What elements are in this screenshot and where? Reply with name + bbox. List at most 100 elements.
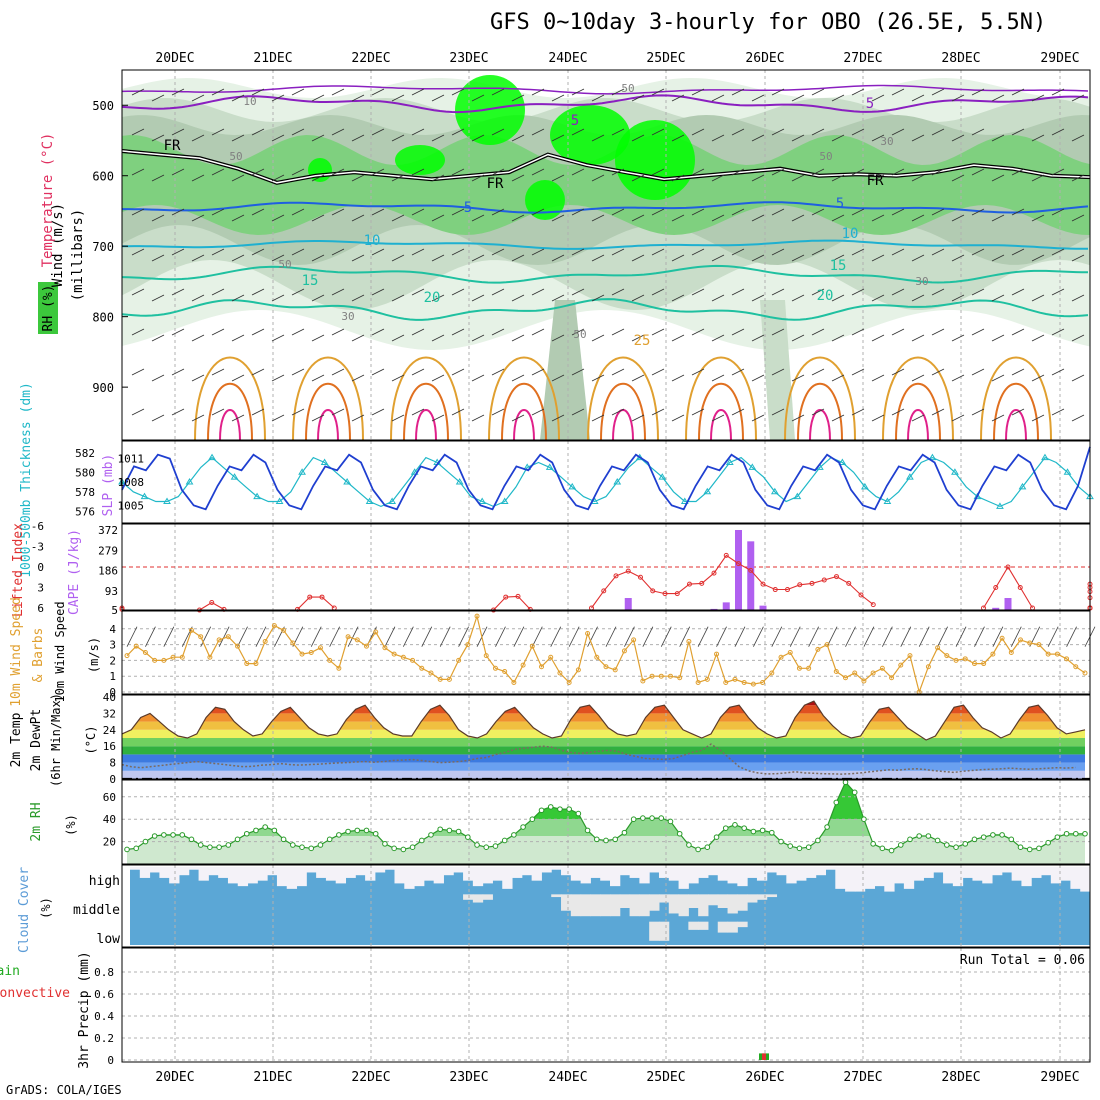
wind-barb bbox=[151, 414, 165, 422]
wind-barb bbox=[491, 368, 505, 376]
wind-barb bbox=[151, 294, 165, 302]
wind-barb bbox=[551, 294, 565, 302]
wind-barb bbox=[911, 334, 925, 342]
cloud-clear-segment bbox=[903, 867, 915, 889]
wind-barb bbox=[1051, 288, 1065, 296]
thickness-marker bbox=[365, 497, 374, 504]
wind-speed-marker bbox=[345, 634, 351, 640]
rh-marker bbox=[455, 828, 462, 835]
contour-label: 15 bbox=[302, 273, 319, 289]
wind-speed-marker bbox=[492, 665, 498, 671]
wind-barb bbox=[1011, 288, 1025, 296]
wind-speed-marker bbox=[437, 676, 443, 682]
rh-marker bbox=[796, 845, 803, 852]
wind-barb bbox=[671, 214, 685, 222]
cloud-clear-segment bbox=[933, 867, 944, 873]
wind-barb bbox=[871, 214, 885, 222]
lifted-index-marker bbox=[993, 585, 999, 590]
rh-marker bbox=[741, 825, 747, 831]
rh-marker bbox=[391, 845, 397, 852]
cloud-clear-segment bbox=[992, 867, 1003, 876]
wind-barb bbox=[391, 174, 405, 182]
rh-marker bbox=[630, 816, 637, 823]
wind-speed-marker bbox=[391, 651, 397, 657]
wind-barb bbox=[711, 414, 725, 422]
rh-marker bbox=[437, 826, 443, 833]
thickness-marker bbox=[455, 478, 464, 485]
wind-speed-marker bbox=[419, 665, 425, 671]
wind-barb bbox=[611, 208, 625, 216]
thickness-marker bbox=[861, 482, 869, 490]
wind-barb bbox=[351, 174, 365, 182]
cloud-clear-segment bbox=[404, 867, 415, 889]
cloud-clear-segment bbox=[453, 867, 464, 873]
rh-column-2 bbox=[760, 300, 795, 440]
rh-marker bbox=[667, 818, 674, 825]
wind-barb bbox=[1051, 128, 1065, 136]
x-tick-label-top: 22DEC bbox=[351, 51, 390, 66]
lifted-index-tick-label: -3 bbox=[31, 541, 44, 554]
wind-barb bbox=[991, 294, 1005, 302]
wind-speed-marker bbox=[999, 635, 1005, 641]
thickness-marker bbox=[658, 473, 667, 480]
contour-temp-25-loop bbox=[292, 356, 364, 441]
wind-barb bbox=[251, 168, 265, 176]
wind-speed-marker bbox=[796, 665, 802, 671]
contour-temp-30-loop bbox=[797, 382, 843, 441]
surface-wind-barb bbox=[974, 626, 985, 647]
wind-barb bbox=[331, 368, 345, 376]
wind-tick-label: 2 bbox=[109, 654, 116, 667]
temp-band bbox=[122, 721, 1085, 730]
lifted-index-line bbox=[297, 596, 335, 610]
wind-barb bbox=[691, 88, 705, 96]
wind-speed-marker bbox=[142, 650, 148, 655]
rh-marker bbox=[1072, 830, 1079, 837]
axis-label-temp2m: 2m Temp bbox=[9, 712, 24, 767]
wind-speed-marker bbox=[686, 638, 692, 644]
rh-core-4 bbox=[395, 145, 445, 175]
wind-barb bbox=[411, 368, 425, 376]
wind-barb bbox=[591, 334, 605, 342]
cloud-clear-segment bbox=[854, 867, 866, 892]
wind-barb bbox=[571, 368, 585, 376]
wind-barb bbox=[591, 134, 605, 142]
wind-barb bbox=[1071, 254, 1085, 262]
surface-wind-barb bbox=[458, 626, 469, 647]
wind-barb bbox=[211, 368, 225, 376]
cloud-clear-segment bbox=[766, 894, 778, 898]
wind-barb bbox=[391, 374, 405, 382]
wind-speed-marker bbox=[953, 657, 959, 663]
surface-wind-barb bbox=[679, 626, 691, 647]
wind-barb bbox=[871, 334, 885, 342]
rh-marker bbox=[815, 837, 821, 844]
cloud-clear-segment bbox=[678, 867, 689, 889]
wind-barb bbox=[751, 174, 765, 182]
wind-speed-marker bbox=[1054, 651, 1060, 657]
wind-speed-marker bbox=[520, 662, 526, 668]
wind-barb bbox=[351, 334, 365, 342]
wind-barb bbox=[931, 368, 945, 376]
y-tick-label-pressure: 800 bbox=[92, 311, 114, 325]
wind-speed-marker bbox=[843, 675, 848, 681]
rh-marker bbox=[538, 807, 545, 814]
wind-barb bbox=[751, 134, 765, 142]
wind-barb bbox=[931, 288, 945, 296]
wind-speed-marker bbox=[907, 653, 913, 659]
wind-barb bbox=[191, 374, 205, 382]
wind-barb bbox=[711, 334, 725, 342]
contour-temp-30-loop bbox=[207, 382, 253, 441]
lifted-index-marker bbox=[736, 561, 741, 567]
cloud-clear-segment bbox=[649, 894, 660, 911]
wind-barb bbox=[971, 208, 985, 216]
wind-barb bbox=[311, 94, 325, 102]
cloud-clear-segment bbox=[247, 867, 258, 884]
wind-barb bbox=[531, 128, 545, 136]
wind-barb bbox=[271, 214, 285, 222]
cloud-clear-segment bbox=[521, 867, 533, 876]
wind-speed-marker bbox=[161, 657, 167, 663]
wind-barb bbox=[731, 208, 745, 216]
cloud-clear-segment bbox=[325, 867, 337, 881]
wind-barb bbox=[631, 254, 645, 262]
lifted-index-marker bbox=[613, 573, 619, 579]
